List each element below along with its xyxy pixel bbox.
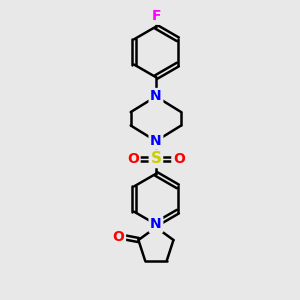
Text: N: N (150, 217, 162, 231)
Text: N: N (150, 89, 162, 103)
Text: O: O (127, 152, 139, 166)
Text: F: F (152, 9, 161, 23)
Text: O: O (112, 230, 124, 244)
Text: O: O (173, 152, 185, 166)
Text: S: S (150, 152, 161, 166)
Text: N: N (150, 134, 162, 148)
